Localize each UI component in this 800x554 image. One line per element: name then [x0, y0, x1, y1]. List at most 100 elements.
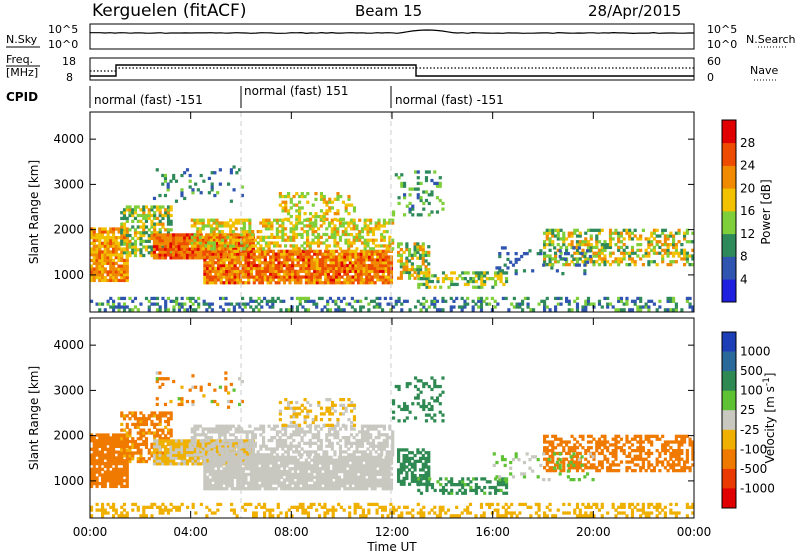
power-cells-cell	[247, 263, 251, 268]
vel-cells-cell	[357, 478, 361, 482]
power-cells-cell	[685, 260, 689, 264]
vel-cells-cell	[112, 459, 116, 463]
power-cells-cell	[617, 245, 621, 250]
power-cells-cell	[357, 266, 361, 271]
power-cells-cell	[266, 261, 270, 265]
power-cells-cell	[112, 308, 116, 312]
power-cells-cell	[128, 205, 132, 209]
power-cells-cell	[337, 266, 341, 271]
power-cells-cell	[103, 230, 107, 234]
power-cells-cell	[413, 268, 417, 272]
power-cells-cell	[216, 191, 220, 195]
power-cells-cell	[370, 281, 374, 285]
power-cells-cell	[98, 244, 102, 248]
vel-cells-cell	[205, 453, 209, 457]
power-cells-cell	[284, 217, 288, 221]
power-cells-cell	[417, 274, 421, 278]
power-cells-cell	[128, 253, 132, 258]
vel-cells-cell	[379, 467, 383, 471]
power-cells-cell	[277, 263, 281, 268]
power-cells-cell	[430, 279, 435, 284]
power-cells-cell	[421, 250, 425, 255]
power-cells-cell	[291, 272, 295, 276]
power-cells-cell	[106, 244, 110, 248]
vel-cells-cell	[376, 461, 380, 465]
power-cells-cell	[299, 263, 303, 268]
power-cells-cell	[595, 234, 599, 238]
power-cells-cell	[212, 232, 216, 237]
power-cells-cell	[109, 227, 113, 231]
power-cells-cell	[405, 256, 409, 260]
vel-cells-cell	[282, 455, 287, 459]
vel-cells-cell	[144, 431, 149, 435]
power-cells-cell	[131, 213, 135, 218]
power-cells-cell	[435, 210, 440, 214]
power-cells-cell	[341, 221, 345, 225]
power-cells-cell	[120, 273, 124, 277]
power-cells-cell	[307, 252, 311, 256]
vel-cells-cell	[209, 436, 214, 440]
power-cells-cell	[109, 264, 113, 268]
power-cells-cell	[166, 247, 170, 251]
power-cells-cell	[155, 296, 160, 301]
vel-cells-cell	[348, 464, 352, 468]
vel-cells-cell	[370, 467, 374, 471]
power-cells-cell	[223, 224, 227, 228]
vel-cells-cell	[381, 461, 385, 465]
power-cells-cell	[614, 243, 618, 247]
power-cells-cell	[466, 302, 470, 306]
power-cells-cell	[194, 182, 198, 186]
power-cells-cell	[324, 255, 328, 259]
power-cells-cell	[217, 275, 221, 279]
vel-cells-cell	[348, 455, 352, 459]
power-cells-cell	[152, 236, 157, 240]
vel-cells-cell	[211, 484, 215, 488]
vel-cells-cell	[379, 481, 383, 485]
vel-cells-cell	[217, 461, 221, 465]
vel-cells-cell	[281, 438, 285, 443]
power-cells-cell	[603, 243, 607, 247]
vel-cells-cell	[222, 478, 226, 482]
power-cells-cell	[238, 236, 242, 240]
power-cells-cell	[688, 305, 692, 309]
power-cells-cell	[277, 278, 281, 282]
vel-cells-cell	[317, 447, 321, 451]
power-cells-cell	[191, 308, 195, 312]
power-cells-cell	[249, 296, 253, 301]
power-cells-cell	[101, 302, 105, 306]
power-cells-cell	[233, 252, 237, 256]
vel-cells-cell	[226, 447, 230, 451]
power-cells-cell	[472, 271, 476, 275]
power-cells-cell	[222, 266, 226, 271]
power-cells-cell	[319, 241, 323, 245]
power-cells-cell	[365, 272, 369, 276]
vel-cells-cell	[117, 462, 121, 466]
power-cells-cell	[125, 256, 129, 260]
power-cells-cell	[477, 271, 481, 275]
vel-cells-cell	[215, 453, 219, 457]
power-cells-cell	[114, 261, 118, 265]
vel-cells-cell	[251, 445, 255, 449]
power-cells-cell	[133, 216, 138, 221]
vel-cells-cell	[209, 450, 214, 454]
power-cells-cell	[652, 237, 656, 241]
power-cells-cell	[214, 275, 218, 279]
vel-cells-cell	[190, 436, 194, 440]
power-cells-cell	[313, 252, 317, 256]
power-cells-cell	[262, 218, 266, 222]
power-cells-cell	[543, 251, 547, 255]
power-cells-cell	[296, 249, 300, 253]
power-cells-cell	[232, 165, 236, 169]
vel-cells-cell	[203, 481, 207, 485]
vel-cells-cell	[313, 487, 317, 491]
power-cells-cell	[125, 241, 129, 245]
power-cells-cell	[267, 221, 271, 225]
power-cells-cell	[559, 228, 563, 232]
vel-cells-cell	[217, 464, 221, 468]
power-cells-cell	[201, 221, 205, 225]
power-cells-cell	[348, 261, 352, 265]
power-cells-cell	[139, 219, 143, 223]
vel-cells-cell	[304, 481, 308, 485]
power-cells-cell	[630, 251, 635, 255]
vel-cells-cell	[220, 450, 225, 454]
